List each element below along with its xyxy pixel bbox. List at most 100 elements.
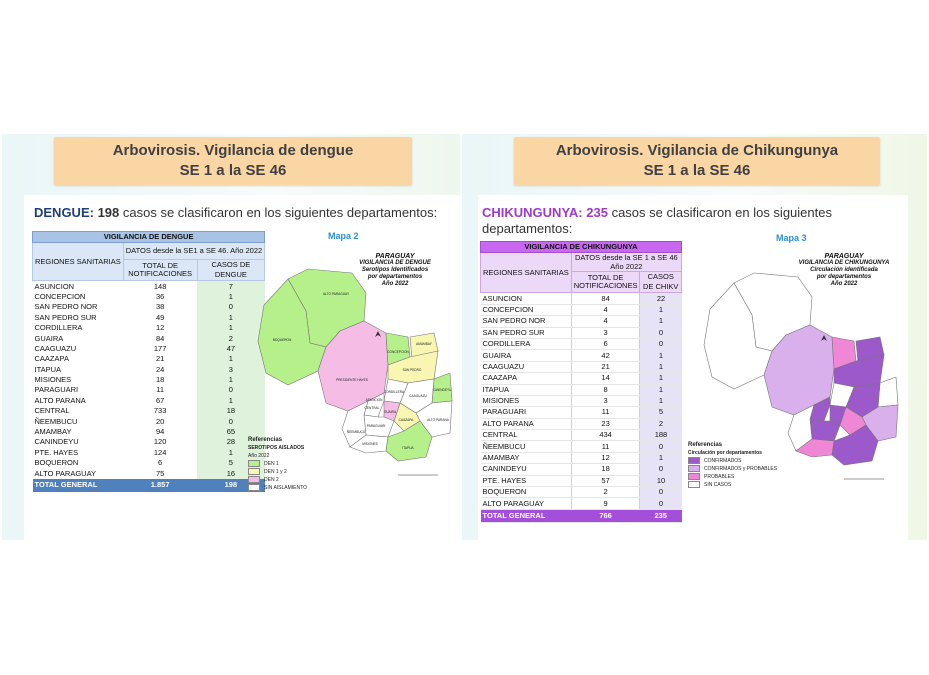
dengue-cell-region: ALTO PARANA bbox=[34, 395, 86, 405]
chik-cell-cases: 1 bbox=[639, 304, 682, 317]
chik-legend-label: CONFIRMADOS bbox=[704, 458, 742, 464]
dengue-cell-notif: 11 bbox=[123, 385, 198, 396]
chik-map-label: Mapa 3 bbox=[776, 233, 807, 243]
chik-banner-period: SE 1 a la SE 46 bbox=[643, 162, 751, 179]
map-label-alto-paraguay: ALTO PARAGUAY bbox=[323, 292, 350, 296]
chik-cell-region: CAAGUAZU bbox=[480, 361, 572, 374]
chik-cell-cases: 22 bbox=[639, 292, 682, 305]
chik-cell-notif: 6 bbox=[570, 338, 641, 351]
chik-north-arrow-icon bbox=[821, 335, 827, 341]
chik-cell-region: CONCEPCION bbox=[480, 304, 572, 317]
chik-cell-notif: 8 bbox=[570, 384, 641, 396]
chik-col-cases: CASOS DE CHIKV bbox=[639, 271, 682, 294]
dengue-cell-region: MISIONES bbox=[34, 375, 72, 385]
map-label-central: CENTRAL bbox=[365, 406, 380, 410]
chik-map-title: PARAGUAY VIGILANCIA DE CHIKUNGUNYA Circu… bbox=[788, 253, 900, 288]
chik-cell-cases: 0 bbox=[639, 497, 682, 510]
dengue-cell-region: AMAMBAY bbox=[34, 427, 72, 437]
chik-col-data: DATOS desde la SE 1 a SE 46 Año 2022 bbox=[570, 252, 683, 273]
chik-total-cases: 235 bbox=[639, 509, 682, 523]
chik-cell-region: ITAPUA bbox=[480, 384, 572, 396]
dengue-table-row: CANINDEYU 120 28 bbox=[33, 437, 265, 448]
chik-table-title: VIGILANCIA DE CHIKUNGUNYA bbox=[480, 240, 682, 254]
dengue-cell-region: CAAZAPA bbox=[34, 354, 69, 364]
dengue-col-data: DATOS desde la SE1 a SE 46. Año 2022 bbox=[122, 242, 266, 261]
dengue-table-row: MISIONES 18 1 bbox=[33, 374, 265, 386]
dengue-table-row: PTE. HAYES 124 1 bbox=[33, 447, 265, 459]
chik-map-itapua bbox=[831, 424, 879, 466]
chik-map-title-5: Año 2022 bbox=[830, 281, 858, 287]
chik-legend-item: CONFIRMADOS y PROBABLES bbox=[688, 465, 777, 473]
chik-legend-item: CONFIRMADOS bbox=[688, 457, 777, 465]
chik-cell-notif: 3 bbox=[570, 327, 641, 339]
chik-table-row: PARAGUARI 11 5 bbox=[480, 406, 682, 419]
dengue-heading-text: casos se clasificaron en los siguientes … bbox=[119, 205, 438, 220]
chik-cell-region: SAN PEDRO SUR bbox=[480, 327, 572, 339]
chik-cell-notif: 4 bbox=[570, 315, 641, 328]
dengue-total-label: TOTAL GENERAL bbox=[32, 478, 124, 492]
map-label-cordillera: CORDILLERA bbox=[384, 390, 405, 394]
dengue-cell-notif: 177 bbox=[123, 343, 198, 355]
dengue-cell-cases: 1 bbox=[197, 291, 265, 303]
dengue-table-row: CONCEPCION 36 1 bbox=[33, 291, 265, 303]
dengue-cell-region: CANINDEYU bbox=[34, 437, 79, 447]
chik-map bbox=[703, 272, 899, 480]
dengue-total-notif: 1.857 bbox=[123, 478, 198, 492]
chik-table-row: CAAGUAZU 21 1 bbox=[480, 361, 682, 374]
dengue-table-row: CAAGUAZU 177 47 bbox=[33, 343, 265, 355]
chik-map-boqueron bbox=[703, 282, 773, 390]
chik-cell-notif: 434 bbox=[570, 429, 641, 442]
map-label-misiones: MISIONES bbox=[362, 442, 378, 446]
chik-cell-region: CORDILLERA bbox=[480, 338, 572, 351]
dengue-legend-label: DEN 1 bbox=[264, 461, 279, 467]
chik-cell-cases: 0 bbox=[639, 338, 682, 351]
chik-table-row: PTE. HAYES 57 10 bbox=[480, 475, 682, 488]
chik-map-title-2: VIGILANCIA DE CHIKUNGUNYA bbox=[798, 260, 890, 266]
dengue-cell-cases: 65 bbox=[197, 426, 265, 438]
dengue-cell-region: PARAGUARI bbox=[34, 385, 79, 395]
map-label-caazapa: CAAZAPA bbox=[399, 418, 415, 422]
chik-legend-swatch bbox=[688, 457, 700, 465]
dengue-map: ALTO PARAGUAY BOQUERON PRESIDENTE HAYES … bbox=[257, 268, 453, 476]
chik-cell-cases: 188 bbox=[639, 429, 682, 442]
dengue-cell-notif: 18 bbox=[123, 374, 198, 386]
chik-legend-swatch bbox=[688, 465, 700, 473]
dengue-cell-region: ITAPUA bbox=[34, 364, 62, 374]
chik-cell-cases: 2 bbox=[639, 418, 682, 431]
dengue-heading: DENGUE: 198 casos se clasificaron en los… bbox=[34, 205, 437, 221]
dengue-cell-cases: 1 bbox=[197, 322, 265, 334]
chik-legend-label: PROBABLES bbox=[704, 474, 735, 480]
chik-total-notif: 766 bbox=[571, 509, 640, 523]
dengue-table-title: VIGILANCIA DE DENGUE bbox=[31, 230, 266, 244]
chik-table-row: ASUNCION 84 22 bbox=[480, 292, 682, 305]
chik-cell-notif: 11 bbox=[570, 406, 641, 419]
map-label-san-pedro: SAN PEDRO bbox=[403, 368, 422, 372]
dengue-col-cases: CASOS DE DENGUE bbox=[196, 259, 266, 282]
chik-cell-region: SAN PEDRO NOR bbox=[480, 315, 572, 328]
north-arrow-icon bbox=[375, 331, 381, 337]
chik-cell-cases: 0 bbox=[639, 486, 682, 499]
chik-map-title-1: PARAGUAY bbox=[824, 253, 864, 260]
dengue-cell-notif: 36 bbox=[123, 291, 198, 303]
chik-cell-cases: 1 bbox=[639, 361, 682, 374]
dengue-table-row: ITAPUA 24 3 bbox=[33, 364, 265, 375]
dengue-table-row: SAN PEDRO SUR 49 1 bbox=[33, 312, 265, 323]
dengue-cell-notif: 84 bbox=[123, 333, 198, 344]
dengue-banner-period: SE 1 a la SE 46 bbox=[179, 162, 287, 179]
chik-table-row: CENTRAL 434 188 bbox=[480, 429, 682, 442]
chik-heading: CHIKUNGUNYA: 235 casos se clasificaron e… bbox=[482, 205, 882, 237]
dengue-banner-title: Arbovirosis. Vigilancia de dengue bbox=[112, 142, 354, 159]
chik-total-label: TOTAL GENERAL bbox=[480, 509, 572, 523]
dengue-table-row: CORDILLERA 12 1 bbox=[33, 322, 265, 334]
chik-legend-label: SIN CASOS bbox=[704, 482, 732, 488]
map-label-itapua: ITAPUA bbox=[402, 446, 414, 450]
dengue-table-row: CENTRAL 733 18 bbox=[33, 406, 265, 417]
map-label-caaguazu: CAAGUAZU bbox=[409, 394, 427, 398]
dengue-cell-notif: 20 bbox=[123, 416, 198, 427]
dengue-cell-region: GUAIRA bbox=[34, 333, 64, 343]
chik-cell-notif: 2 bbox=[570, 486, 641, 499]
dengue-map-title: PARAGUAY VIGILANCIA DE DENGUE Serotipos … bbox=[350, 253, 440, 288]
map-label-neembucu: ÑEEMBUCU bbox=[347, 429, 366, 434]
dengue-map-title-3: Serotipos Identificados bbox=[361, 267, 429, 273]
map-misiones bbox=[349, 434, 389, 454]
